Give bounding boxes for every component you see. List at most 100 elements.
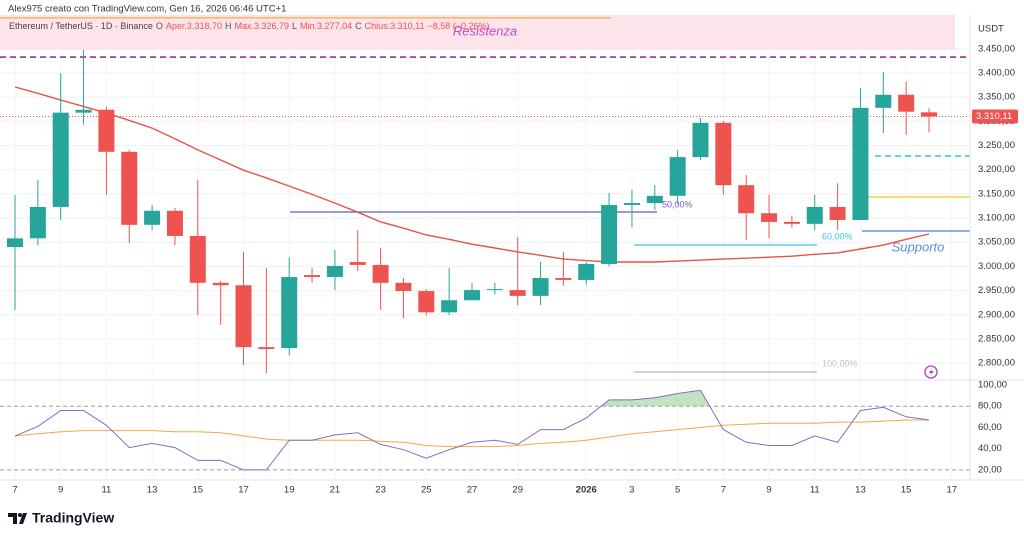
candle-body: [29, 206, 46, 239]
rsi-line: [14, 389, 930, 471]
y-tick-label: 2.950,00: [978, 285, 1015, 296]
drawings: Resistenza 50,00% 60,00% 100,00% Supporto: [0, 15, 970, 373]
rsi-tick-label: 100,00: [978, 380, 1007, 391]
legend-value: Aper.3.318,70: [165, 21, 222, 31]
x-tick-label: 7: [721, 485, 726, 496]
candle-body: [852, 107, 869, 220]
legend-key: L: [292, 21, 298, 31]
y-tick-label: 3.200,00: [978, 164, 1015, 175]
rsi-tick-label: 60,00: [978, 422, 1002, 433]
resistance-zone: [0, 15, 955, 50]
rsi-tick-label: 40,00: [978, 443, 1002, 454]
logo-dot: [18, 513, 22, 517]
x-tick-label: 13: [855, 485, 866, 496]
x-tick-label: 2026: [576, 485, 597, 496]
y-tick-label: 2.800,00: [978, 358, 1015, 369]
x-tick-label: 15: [901, 485, 912, 496]
x-tick-label: 27: [467, 485, 478, 496]
candle-body: [326, 265, 343, 278]
rsi-tick-label: 20,00: [978, 464, 1002, 475]
y-tick-label: 3.150,00: [978, 188, 1015, 199]
candle-body: [875, 94, 892, 108]
candle-body: [806, 206, 823, 224]
candle-body: [144, 210, 161, 225]
alert-bolt: [929, 368, 934, 376]
candle-body: [761, 213, 778, 222]
candle-body: [212, 282, 229, 286]
candle-body: [669, 157, 686, 196]
legend-value: Min.3.277,04: [300, 21, 353, 31]
candle-body: [235, 285, 252, 348]
candle-body: [578, 263, 595, 280]
candle-body: [98, 109, 115, 152]
currency: USDT: [978, 24, 1004, 35]
drawing-label: Resistenza: [453, 23, 517, 38]
candle-body: [52, 112, 69, 207]
candle-body: [166, 210, 183, 236]
y-tick-label: 2.850,00: [978, 333, 1015, 344]
candle-body: [692, 122, 709, 158]
x-tick-label: 9: [766, 485, 771, 496]
x-tick-label: 17: [947, 485, 958, 496]
candle-body: [646, 195, 663, 204]
candle-body: [509, 290, 526, 296]
candle-body: [921, 112, 937, 117]
candle-body: [258, 347, 275, 350]
candle-body: [783, 221, 800, 224]
candle-body: [281, 277, 298, 349]
logo: TradingView: [8, 510, 114, 526]
y-tick-label: 3.450,00: [978, 43, 1015, 54]
rsi-overbought-fill: [601, 390, 710, 407]
y-tick-label: 3.350,00: [978, 92, 1015, 103]
candle-body: [304, 275, 321, 278]
x-tick-label: 5: [675, 485, 680, 496]
candle-body: [349, 262, 366, 265]
rsi-moving-average: [14, 419, 929, 448]
candle-body: [715, 122, 732, 186]
candle-body: [738, 185, 755, 214]
candle-body: [372, 264, 389, 283]
candle-body: [464, 290, 480, 301]
y-tick-label: 3.250,00: [978, 140, 1015, 151]
drawing-label: Supporto: [892, 239, 945, 254]
brand: TradingView: [32, 510, 114, 526]
x-tick-label: 21: [330, 485, 341, 496]
last-price-label: 3.310,11: [976, 111, 1012, 122]
x-tick-label: 11: [810, 485, 820, 496]
drawing-label: 100,00%: [822, 358, 858, 368]
candle-body: [441, 300, 458, 313]
x-tick-label: 7: [12, 485, 17, 496]
x-tick-label: 23: [375, 485, 386, 496]
y-tick-label: 2.900,00: [978, 309, 1015, 320]
x-tick-label: 15: [193, 485, 204, 496]
candle-body: [829, 206, 846, 220]
candle-body: [486, 289, 503, 291]
x-tick-label: 17: [238, 485, 249, 496]
candle-body: [532, 277, 549, 296]
legend-symbol: Ethereum / TetherUS · 1D · Binance: [9, 21, 153, 31]
x-tick-label: 29: [512, 485, 523, 496]
alert-icon: [924, 365, 938, 379]
legend-key: H: [224, 21, 232, 31]
legend: Ethereum / TetherUS · 1D · Binance O Aper.…: [9, 21, 493, 31]
y-tick-label: 3.000,00: [978, 261, 1015, 272]
legend-key: C: [355, 21, 362, 31]
moving-average: [14, 86, 930, 263]
candle-body: [395, 282, 412, 292]
y-tick-label: 3.100,00: [978, 213, 1015, 224]
x-tick-label: 3: [629, 485, 634, 496]
credit: Alex975 creato con TradingView.com, Gen …: [8, 4, 286, 15]
candle-body: [189, 235, 206, 283]
x-tick-label: 13: [147, 485, 158, 496]
candle-body: [555, 277, 572, 280]
candle-body: [601, 204, 618, 264]
x-tick-label: 25: [421, 485, 432, 496]
candle-body: [898, 94, 915, 112]
legend-value: Max.3.326,79: [234, 21, 290, 31]
drawing-label: 60,00%: [822, 231, 853, 241]
rsi-tick-label: 80,00: [978, 401, 1002, 412]
candle-body: [75, 109, 92, 113]
